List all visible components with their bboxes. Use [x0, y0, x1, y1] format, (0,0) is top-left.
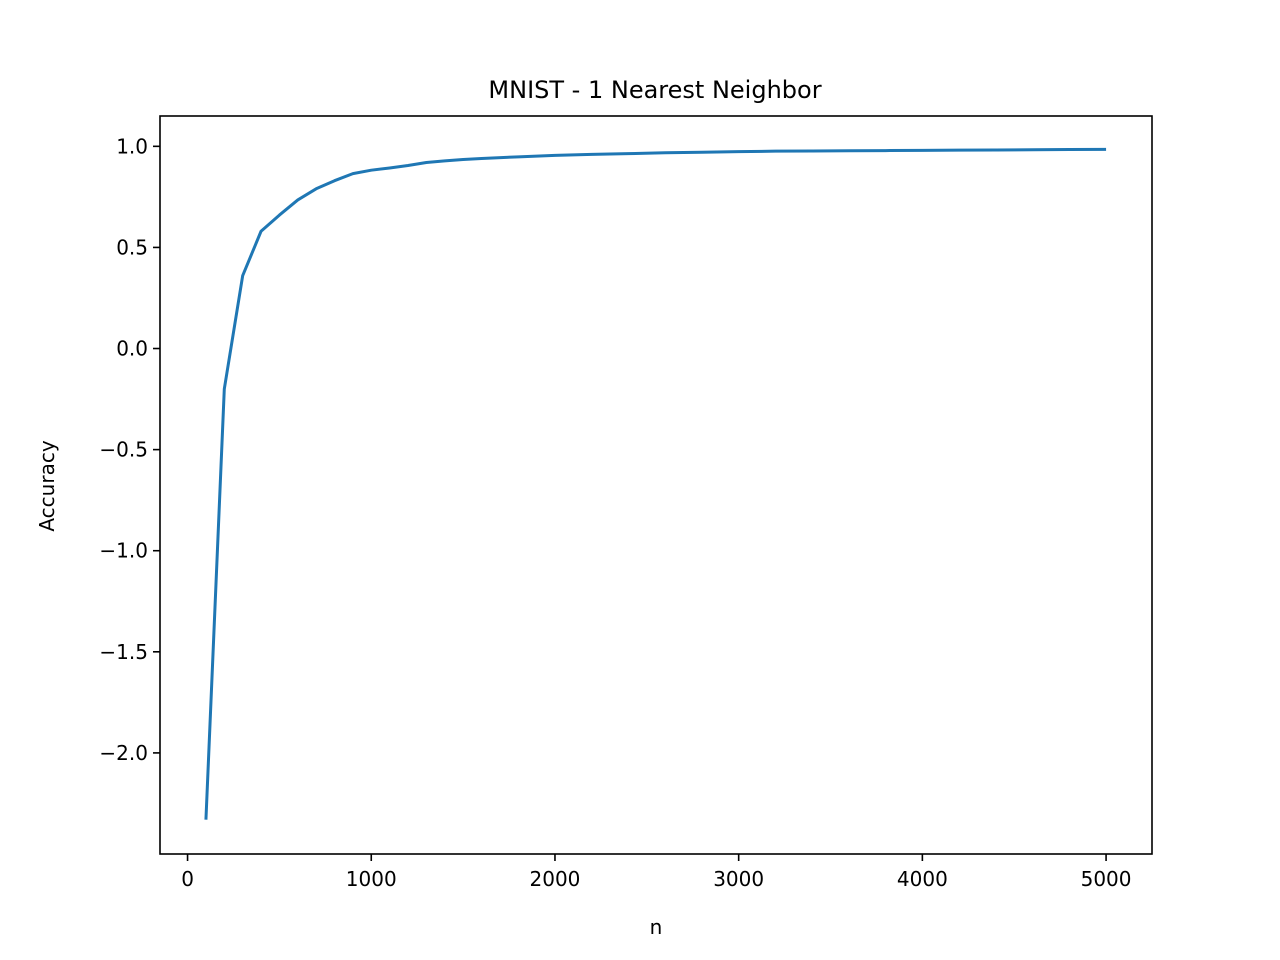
y-axis: 1.0 0.5 0.0 −0.5 −1.0 −1.5 −2.0	[99, 134, 160, 765]
plot-area	[204, 147, 1107, 820]
axes-frame	[159, 115, 1153, 855]
x-axis: 0 1000 2000 3000 4000 5000	[181, 854, 1132, 891]
series-line-0	[204, 147, 1107, 820]
x-tick-label: 4000	[897, 867, 948, 891]
chart-title: MNIST - 1 Nearest Neighbor	[488, 76, 821, 104]
x-tick-label: 2000	[530, 867, 581, 891]
x-tick-label: 3000	[713, 867, 764, 891]
y-tick-label: −0.5	[99, 438, 148, 462]
x-tick-label: 1000	[346, 867, 397, 891]
y-tick-label: −1.0	[99, 539, 148, 563]
x-tick-label: 0	[181, 867, 194, 891]
y-tick-label: 1.0	[116, 134, 148, 158]
y-tick-label: 0.0	[116, 337, 148, 361]
y-tick-label: −1.5	[99, 640, 148, 664]
x-tick-label: 5000	[1081, 867, 1132, 891]
y-tick-label: 0.5	[116, 235, 148, 259]
x-axis-label: n	[650, 915, 663, 939]
y-tick-label: −2.0	[99, 741, 148, 765]
y-axis-label: Accuracy	[35, 440, 59, 531]
